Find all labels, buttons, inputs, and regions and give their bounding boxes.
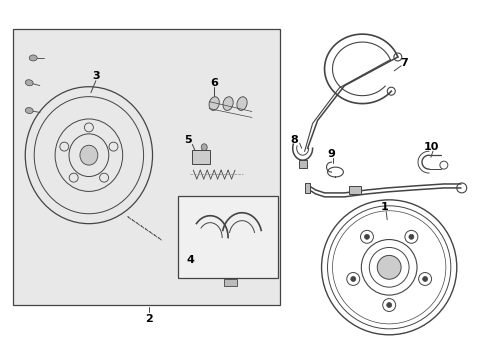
Text: 4: 4 — [186, 255, 194, 265]
Circle shape — [387, 302, 392, 307]
Text: 6: 6 — [210, 78, 218, 88]
Circle shape — [377, 255, 401, 279]
Text: 2: 2 — [145, 314, 152, 324]
Bar — [192, 150, 210, 164]
Ellipse shape — [25, 80, 33, 86]
Bar — [224, 279, 237, 286]
Text: 10: 10 — [423, 142, 439, 152]
Circle shape — [365, 234, 369, 239]
Bar — [349, 186, 361, 194]
Circle shape — [351, 276, 356, 282]
Text: 8: 8 — [291, 135, 298, 145]
Ellipse shape — [223, 97, 233, 111]
Text: 3: 3 — [92, 71, 99, 81]
Bar — [178, 196, 278, 278]
Text: 7: 7 — [400, 58, 408, 68]
Ellipse shape — [25, 108, 33, 113]
Text: 1: 1 — [380, 202, 388, 212]
Ellipse shape — [209, 97, 220, 111]
Ellipse shape — [237, 97, 247, 111]
Ellipse shape — [29, 55, 37, 61]
Text: 5: 5 — [185, 135, 192, 145]
Text: 9: 9 — [328, 149, 336, 159]
Bar — [13, 29, 280, 305]
Bar — [299, 160, 307, 168]
Ellipse shape — [80, 145, 98, 165]
Ellipse shape — [201, 144, 207, 151]
Circle shape — [423, 276, 428, 282]
Bar — [305, 183, 310, 193]
Circle shape — [409, 234, 414, 239]
